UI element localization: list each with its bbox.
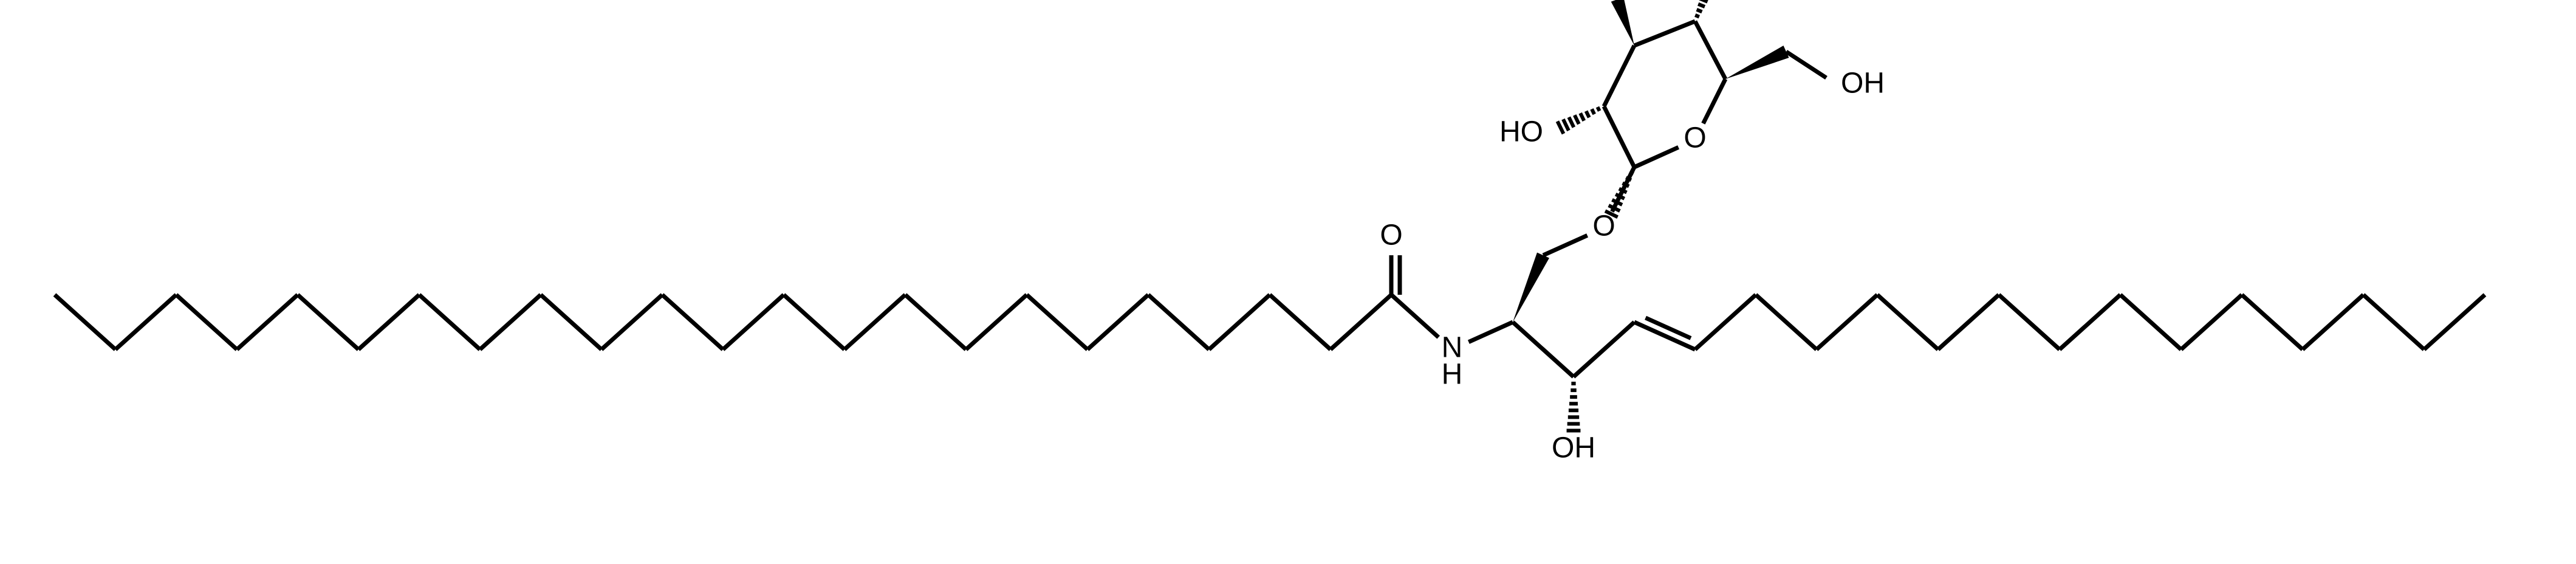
ring-O-label: O bbox=[1684, 122, 1706, 154]
carbonyl-O-label: O bbox=[1380, 219, 1402, 252]
chemical-structure-diagram: ONHOOHOHOHOOHOH bbox=[0, 0, 2576, 564]
sugar-O6-label: OH bbox=[1841, 67, 1885, 100]
amide-H-label: H bbox=[1442, 359, 1463, 391]
c3-OH-label: OH bbox=[1552, 432, 1595, 464]
sugar-O2-label: HO bbox=[1499, 116, 1543, 148]
sugar-O3-label: HO bbox=[1560, 0, 1604, 5]
